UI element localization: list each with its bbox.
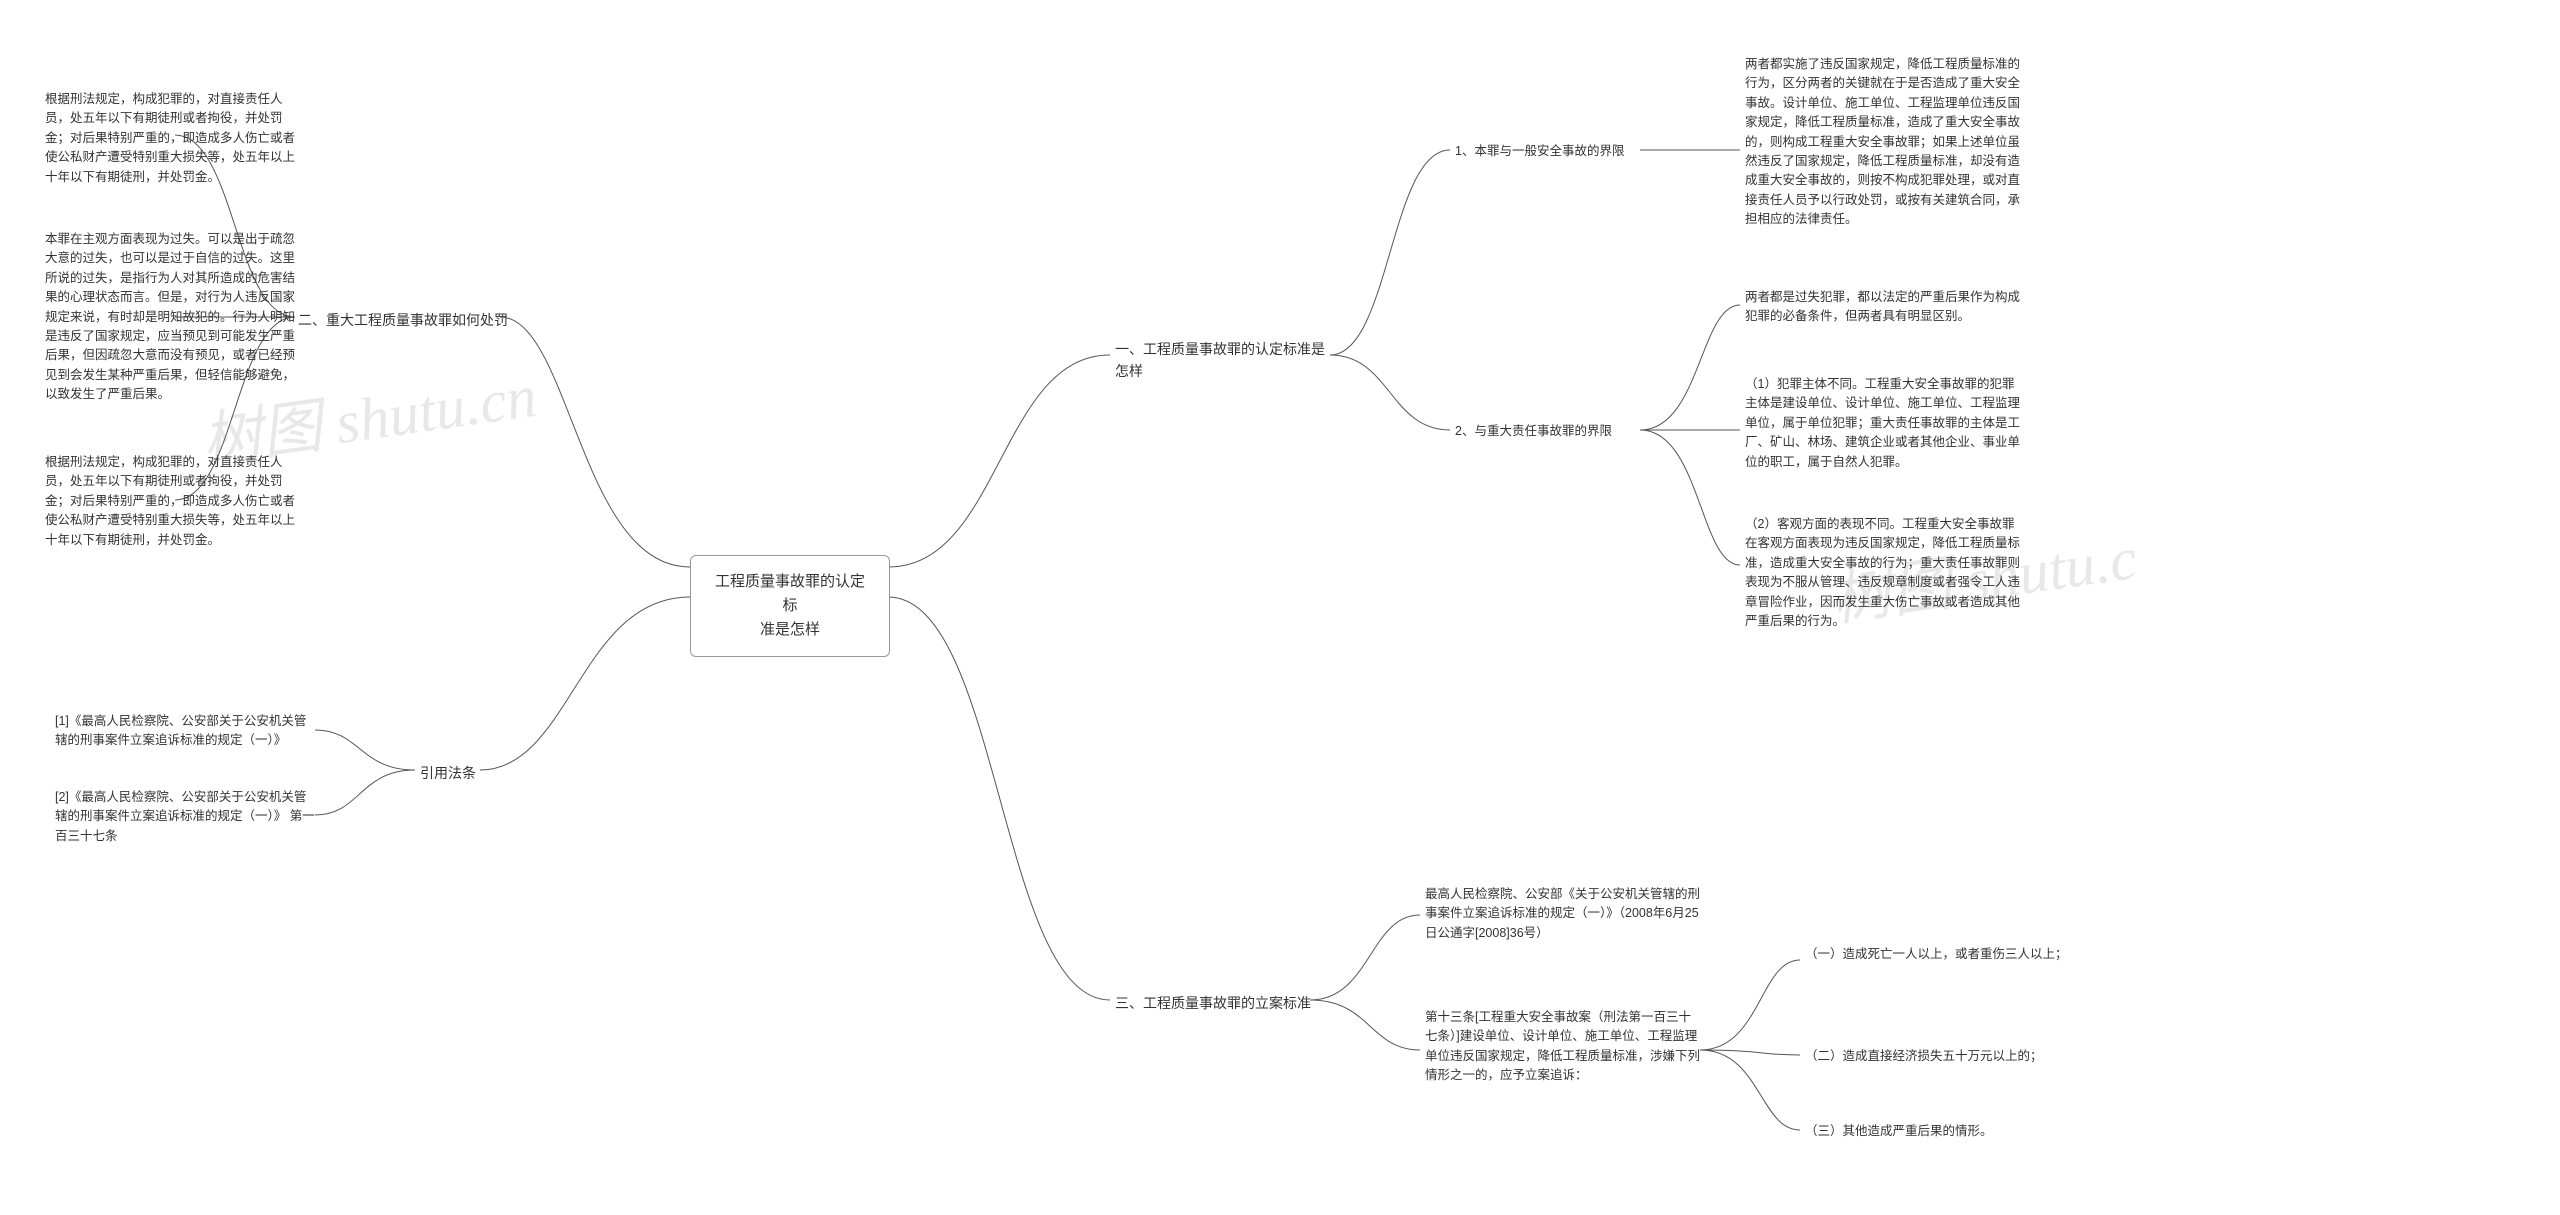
root-node: 工程质量事故罪的认定标 准是怎样 xyxy=(690,555,890,657)
branch-4-label: 引用法条 xyxy=(420,762,490,784)
root-title-line1: 工程质量事故罪的认定标 xyxy=(709,570,871,618)
b2-t2: 根据刑法规定，构成犯罪的，对直接责任人员，处五年以下有期徒刑或者拘役，并处罚金；… xyxy=(45,453,305,550)
b1-c2-t2: （2）客观方面的表现不同。工程重大安全事故罪在客观方面表现为违反国家规定，降低工… xyxy=(1745,515,2020,631)
b4-t0: [1]《最高人民检察院、公安部关于公安机关管辖的刑事案件立案追诉标准的规定（一）… xyxy=(55,712,315,751)
branch-1-line1: 一、工程质量事故罪的认定标准是 xyxy=(1115,338,1345,360)
b3-t0: 最高人民检察院、公安部《关于公安机关管辖的刑事案件立案追诉标准的规定（一）》（2… xyxy=(1425,885,1700,943)
b2-t0: 根据刑法规定，构成犯罪的，对直接责任人员，处五年以下有期徒刑或者拘役，并处罚金；… xyxy=(45,90,305,187)
b3-t1-c3: （三）其他造成严重后果的情形。 xyxy=(1805,1122,2095,1141)
b1-c2-label: 2、与重大责任事故罪的界限 xyxy=(1455,422,1645,441)
b3-t1-c1: （一）造成死亡一人以上，或者重伤三人以上； xyxy=(1805,945,2095,964)
b4-t1: [2]《最高人民检察院、公安部关于公安机关管辖的刑事案件立案追诉标准的规定（一）… xyxy=(55,788,315,846)
b3-t1-label: 第十三条[工程重大安全事故案（刑法第一百三十七条）]建设单位、设计单位、施工单位… xyxy=(1425,1008,1700,1086)
b1-c1-label: 1、本罪与一般安全事故的界限 xyxy=(1455,142,1645,161)
root-title-line2: 准是怎样 xyxy=(709,618,871,642)
branch-3-label: 三、工程质量事故罪的立案标准 xyxy=(1115,992,1325,1014)
b1-c2-t1: （1）犯罪主体不同。工程重大安全事故罪的犯罪主体是建设单位、设计单位、施工单位、… xyxy=(1745,375,2020,472)
b3-t1-c2: （二）造成直接经济损失五十万元以上的； xyxy=(1805,1047,2095,1066)
b1-c2-t0: 两者都是过失犯罪，都以法定的严重后果作为构成犯罪的必备条件，但两者具有明显区别。 xyxy=(1745,288,2020,327)
b2-t1: 本罪在主观方面表现为过失。可以是出于疏忽大意的过失，也可以是过于自信的过失。这里… xyxy=(45,230,305,404)
branch-1-label: 一、工程质量事故罪的认定标准是 怎样 xyxy=(1115,338,1345,383)
branch-1-line2: 怎样 xyxy=(1115,360,1345,382)
b1-c1-text: 两者都实施了违反国家规定，降低工程质量标准的行为，区分两者的关键就在于是否造成了… xyxy=(1745,55,2020,229)
mindmap-edges xyxy=(0,0,2560,1215)
branch-2-label: 二、重大工程质量事故罪如何处罚 xyxy=(298,309,518,331)
